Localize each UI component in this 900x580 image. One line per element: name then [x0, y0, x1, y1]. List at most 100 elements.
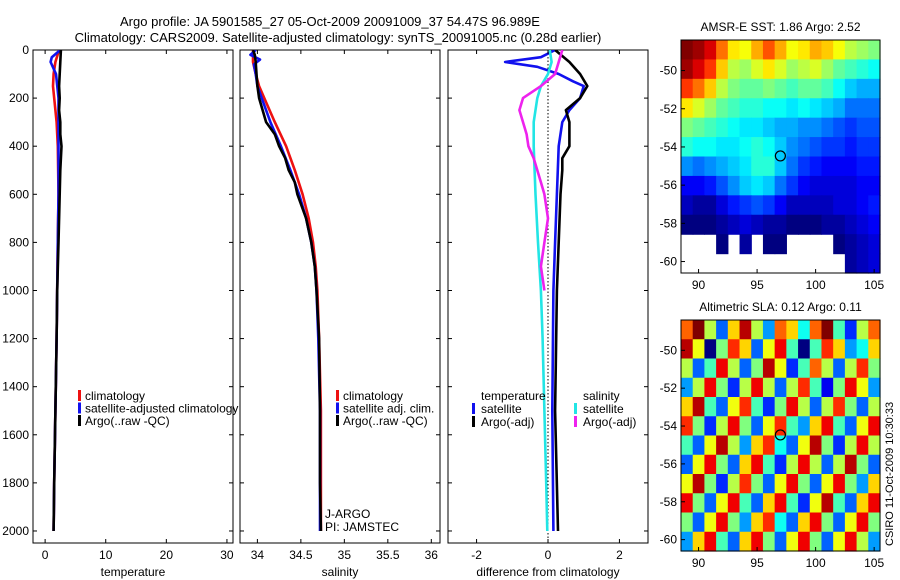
altimetric-sla-heatmap-cell — [844, 416, 858, 437]
difference-panel: -2 0 2 difference from climatology temperatu… — [447, 49, 649, 579]
amsre-sst-heatmap-cell — [751, 195, 764, 216]
difference-legend-swatch-magenta — [574, 416, 577, 427]
altimetric-sla-heatmap-cell — [821, 416, 834, 437]
altimetric-sla-heatmap-cell — [868, 358, 881, 379]
altimetric-sla-heatmap-cell — [774, 512, 787, 533]
amsre-sst-heatmap-cell — [809, 137, 823, 158]
amsre-sst-title: AMSR-E SST: 1.86 Argo: 2.52 — [700, 20, 860, 34]
altimetric-sla-heatmap-cell — [774, 358, 787, 379]
altimetric-sla-heatmap-cell — [868, 397, 881, 417]
altimetric-sla-heatmap-cell — [786, 358, 799, 379]
amsre-sst-heatmap-cell — [868, 98, 881, 119]
altimetric-sla-heatmap-cell — [774, 339, 787, 360]
amsre-sst-heatmap-cell — [751, 78, 764, 99]
altimetric-sla-heatmap-cell — [681, 454, 694, 475]
altimetric-sla-heatmap-cell — [692, 512, 706, 533]
salinity-xtick-label: 36 — [425, 548, 439, 562]
temperature-ytick-label: 400 — [9, 139, 29, 153]
altimetric-sla-heatmap-cell — [833, 474, 846, 494]
amsre-sst-heatmap-cell — [727, 214, 741, 235]
altimetric-sla-heatmap-cell — [692, 320, 706, 340]
altimetric-sla-heatmap-cell — [727, 474, 741, 494]
amsre-sst-heatmap-cell — [844, 214, 858, 235]
altimetric-sla-heatmap-cell — [821, 377, 834, 398]
amsre-sst-heatmap-cell — [727, 137, 741, 158]
altimetric-sla-heatmap-cell — [868, 435, 881, 456]
amsre-sst-heatmap-cell — [774, 234, 787, 255]
altimetric-sla-heatmap-cell — [798, 320, 811, 340]
altimetric-sla-heatmap-cell — [844, 474, 858, 494]
amsre-sst-heatmap-cell — [692, 195, 706, 216]
amsre-sst-heatmap-cell — [762, 98, 776, 119]
amsre-sst-heatmap-cell — [868, 40, 881, 61]
amsre-sst-heatmap-cell — [798, 59, 811, 80]
difference-legend-group-title: salinity — [583, 389, 620, 403]
altimetric-sla-heatmap-cell — [798, 474, 811, 494]
altimetric-sla-heatmap-cell — [727, 435, 741, 456]
altimetric-sla-heatmap-cell — [774, 435, 787, 456]
amsre-sst-heatmap-cell — [833, 59, 846, 80]
altimetric-sla-heatmap-cell — [844, 512, 858, 533]
amsre-sst-heatmap-cell — [856, 175, 869, 196]
temperature-ytick-label: 800 — [9, 235, 29, 249]
altimetric-sla-heatmap-cell — [739, 435, 752, 456]
amsre-sst-heatmap-cell — [716, 175, 729, 196]
altimetric-sla-heatmap-cell — [751, 339, 764, 360]
altimetric-sla-heatmap-cell — [762, 416, 776, 437]
header-title-line2: Climatology: CARS2009. Satellite-adjuste… — [75, 30, 602, 45]
amsre-sst-heatmap-cell — [774, 117, 787, 138]
difference-legend: temperaturesatelliteArgo(-adj)salinitysa… — [472, 389, 636, 429]
altimetric-sla-ytick-label: -60 — [660, 533, 678, 547]
altimetric-sla-heatmap-cell — [809, 435, 823, 456]
amsre-sst-heatmap-cell — [844, 78, 858, 99]
amsre-sst-heatmap-cell — [727, 59, 741, 80]
amsre-sst-heatmap-cell — [774, 156, 787, 177]
altimetric-sla-heatmap-cell — [704, 531, 717, 552]
altimetric-sla-heatmap-cell — [704, 512, 717, 533]
amsre-sst-heatmap-cell — [844, 59, 858, 80]
altimetric-sla-heatmap-cell — [727, 397, 741, 417]
amsre-sst-heatmap-cell — [681, 78, 694, 99]
altimetric-sla-heatmap-cell — [692, 493, 706, 514]
altimetric-sla-heatmap-cell — [751, 493, 764, 514]
altimetric-sla-heatmap-cell — [821, 339, 834, 360]
altimetric-sla-heatmap-cell — [704, 397, 717, 417]
difference-legend-swatch-cyan — [574, 403, 577, 414]
amsre-sst-heatmap-cell — [821, 117, 834, 138]
altimetric-sla-heatmap-cell — [704, 416, 717, 437]
amsre-sst-heatmap-cell — [798, 195, 811, 216]
altimetric-sla-heatmap-cell — [821, 397, 834, 417]
temperature-ytick-label: 1200 — [2, 332, 29, 346]
amsre-sst-heatmap-cell — [751, 59, 764, 80]
amsre-sst-heatmap-cell — [821, 78, 834, 99]
amsre-sst-heatmap-cell — [739, 195, 752, 216]
altimetric-sla-heatmap-cell — [821, 454, 834, 475]
amsre-sst-heatmap-cell — [704, 195, 717, 216]
amsre-sst-heatmap-cell — [821, 156, 834, 177]
amsre-sst-heatmap-cell — [762, 78, 776, 99]
amsre-sst-heatmap-cell — [704, 98, 717, 119]
altimetric-sla-heatmap-cell — [762, 493, 776, 514]
amsre-sst-heatmap-cell — [856, 78, 869, 99]
amsre-sst-heatmap-cell — [821, 214, 834, 235]
altimetric-sla-heatmap-cell — [833, 339, 846, 360]
altimetric-sla-heatmap-cell — [844, 454, 858, 475]
amsre-sst-heatmap-cell — [844, 175, 858, 196]
temperature-series-black-line — [52, 50, 63, 532]
altimetric-sla-heatmap-cell — [739, 377, 752, 398]
temperature-ytick-label: 1000 — [2, 283, 29, 297]
amsre-sst-heatmap-cell — [716, 214, 729, 235]
amsre-sst-heatmap-cell — [716, 137, 729, 158]
amsre-sst-heatmap-cell — [844, 137, 858, 158]
amsre-sst-heatmap-cell — [751, 137, 764, 158]
amsre-sst-heatmap-cell — [739, 98, 752, 119]
altimetric-sla-heatmap-cell — [704, 493, 717, 514]
altimetric-sla-heatmap-cell — [798, 358, 811, 379]
amsre-sst-heatmap-cell — [809, 40, 823, 61]
altimetric-sla-heatmap-cell — [704, 377, 717, 398]
amsre-sst-heatmap-cell — [727, 78, 741, 99]
altimetric-sla-heatmap-cell — [821, 512, 834, 533]
difference-xtick-label: 2 — [616, 548, 623, 562]
altimetric-sla-heatmap-cell — [727, 377, 741, 398]
altimetric-sla-heatmap-cell — [809, 320, 823, 340]
